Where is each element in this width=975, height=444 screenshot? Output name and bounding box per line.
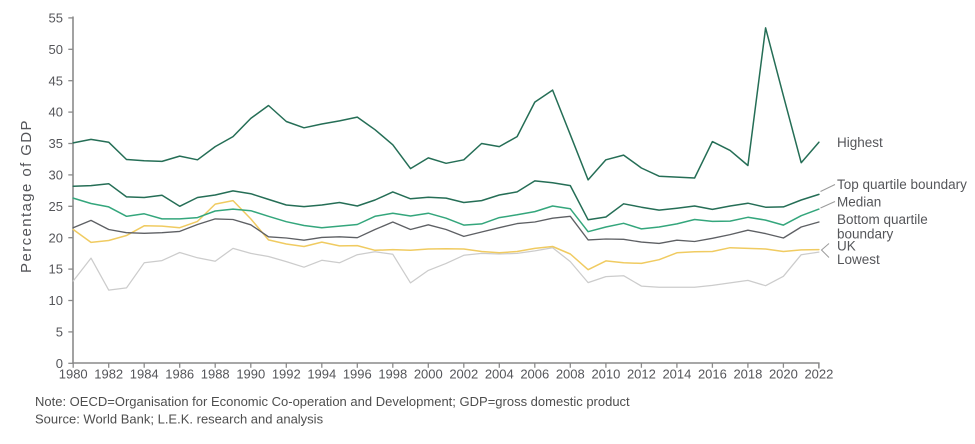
svg-text:1990: 1990 [236,367,265,382]
svg-text:2020: 2020 [769,367,798,382]
svg-text:2012: 2012 [627,367,656,382]
svg-text:2016: 2016 [698,367,727,382]
svg-text:15: 15 [49,262,63,277]
svg-text:Median: Median [837,195,881,210]
svg-text:1992: 1992 [272,367,301,382]
svg-text:Note: OECD=Organisation for Ec: Note: OECD=Organisation for Economic Co-… [35,394,630,409]
svg-text:Lowest: Lowest [837,252,880,267]
svg-text:Bottom quartile: Bottom quartile [837,212,928,227]
svg-text:1984: 1984 [130,367,159,382]
svg-text:2000: 2000 [414,367,443,382]
svg-text:boundary: boundary [837,227,894,242]
svg-text:5: 5 [56,325,63,340]
svg-text:Highest: Highest [837,135,883,150]
svg-text:2004: 2004 [485,367,514,382]
svg-text:1998: 1998 [378,367,407,382]
svg-text:0: 0 [56,356,63,371]
svg-text:Top quartile boundary: Top quartile boundary [837,177,967,192]
svg-text:UK: UK [837,239,856,254]
svg-text:35: 35 [49,136,63,151]
svg-text:2002: 2002 [449,367,478,382]
svg-text:2018: 2018 [733,367,762,382]
svg-text:2014: 2014 [662,367,691,382]
svg-text:2022: 2022 [804,367,833,382]
svg-text:1982: 1982 [94,367,123,382]
svg-text:2010: 2010 [591,367,620,382]
svg-text:50: 50 [49,42,63,57]
svg-text:25: 25 [49,199,63,214]
svg-text:1986: 1986 [165,367,194,382]
svg-text:2008: 2008 [556,367,585,382]
svg-text:20: 20 [49,230,63,245]
svg-text:45: 45 [49,73,63,88]
svg-text:1980: 1980 [59,367,88,382]
svg-text:2006: 2006 [520,367,549,382]
svg-text:Source: World Bank; L.E.K. res: Source: World Bank; L.E.K. research and … [35,412,324,427]
svg-text:Percentage of GDP: Percentage of GDP [18,119,35,273]
svg-text:1996: 1996 [343,367,372,382]
svg-text:10: 10 [49,293,63,308]
svg-text:40: 40 [49,105,63,120]
svg-text:55: 55 [49,11,63,26]
svg-text:1988: 1988 [201,367,230,382]
svg-text:30: 30 [49,168,63,183]
svg-text:1994: 1994 [307,367,336,382]
